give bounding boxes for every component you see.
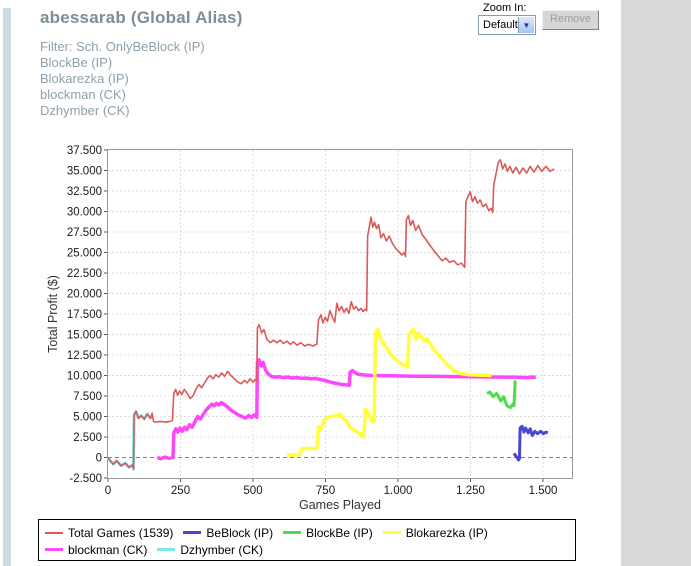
filter-line: Dzhymber (CK) (40, 103, 130, 118)
legend-item: blockman (CK) (45, 543, 147, 557)
filter-summary: Filter: Sch. OnlyBeBlock (IP) BlockBe (I… (40, 39, 205, 119)
zoom-level-selected-value: Default (483, 19, 518, 31)
plot-frame (107, 149, 573, 479)
legend-line-sample (183, 531, 202, 534)
x-tick-label: 1.000 (384, 485, 413, 497)
left-accent-strip (3, 8, 11, 566)
legend-line-sample (45, 548, 63, 551)
series-beblock-ip (512, 424, 549, 462)
filter-line: BlockBe (IP) (40, 55, 113, 70)
y-tick-label: 35.000 (67, 166, 102, 178)
right-scroll-area (621, 0, 691, 566)
x-tick-label: 250 (171, 485, 190, 497)
y-tick-label: 10.000 (67, 371, 102, 383)
series-blokarezka-ip (286, 327, 492, 458)
legend-label: Total Games (1539) (68, 525, 174, 540)
legend-label: Dzhymber (CK) (180, 542, 264, 557)
legend-label: BeBlock (IP) (206, 525, 274, 540)
legend-item: Total Games (1539) (45, 526, 173, 540)
chart-legend: Total Games (1539) BeBlock (IP) BlockBe … (38, 519, 576, 561)
legend-label: blockman (CK) (68, 542, 148, 557)
legend-label: Blokarezka (IP) (405, 525, 488, 540)
x-axis-title: Games Played (299, 498, 381, 512)
series-total-games-1539 (107, 158, 555, 470)
y-tick-label: 30.000 (67, 207, 102, 219)
zoom-level-select[interactable]: Default ▼ (478, 15, 536, 35)
legend-line-sample (157, 548, 176, 551)
y-tick-label: 22.500 (67, 268, 102, 280)
y-tick-label: 12.500 (67, 350, 102, 362)
x-tick-label: 500 (243, 485, 262, 497)
profit-chart[interactable]: 0 250 500 750 1.000 1.250 1.500 37.500 35.000 32.… (0, 140, 620, 525)
filter-line: Blokarezka (IP) (40, 71, 129, 86)
y-tick-label: 2.500 (73, 432, 102, 444)
x-tick-label: 1.250 (456, 485, 485, 497)
series-blockbe-ip (486, 380, 517, 409)
y-tick-label: 17.500 (67, 309, 102, 321)
filter-line: blockman (CK) (40, 87, 126, 102)
y-tick-label: 0 (96, 453, 102, 465)
series-dzhymber-ck (106, 410, 153, 471)
y-tick-label: 37.500 (67, 145, 102, 157)
y-tick-label: 20.000 (67, 289, 102, 301)
legend-row: Total Games (1539) BeBlock (IP) BlockBe … (45, 524, 569, 541)
chevron-down-icon[interactable]: ▼ (518, 17, 534, 33)
legend-item: Blokarezka (IP) (382, 525, 488, 540)
y-tick-label: 32.500 (67, 186, 102, 198)
remove-button[interactable]: Remove (542, 10, 599, 30)
y-axis-title: Total Profit ($) (46, 275, 60, 353)
y-tick-label: 27.500 (67, 227, 102, 239)
y-tick-label: 7.500 (73, 391, 102, 403)
y-tick-label: 15.000 (67, 330, 102, 342)
legend-line-sample (382, 531, 401, 534)
legend-line-sample (45, 531, 63, 534)
legend-label: BlockBe (IP) (306, 525, 373, 540)
legend-row: blockman (CK) Dzhymber (CK) (45, 541, 569, 558)
legend-item: BeBlock (IP) (183, 526, 273, 540)
page-title: abessarab (Global Alias) (40, 8, 243, 27)
x-tick-label: 0 (105, 485, 111, 497)
y-tick-label: 5.000 (73, 412, 102, 424)
legend-item: Dzhymber (CK) (157, 543, 263, 557)
x-tick-label: 1.500 (529, 485, 558, 497)
x-tick-label: 750 (316, 485, 335, 497)
legend-item: BlockBe (IP) (283, 526, 373, 540)
y-tick-label: -2.500 (69, 473, 102, 485)
zoom-in-label: Zoom In: (483, 2, 527, 14)
y-tick-label: 25.000 (67, 248, 102, 260)
filter-line: Filter: Sch. OnlyBeBlock (IP) (40, 39, 205, 54)
legend-line-sample (283, 531, 302, 534)
